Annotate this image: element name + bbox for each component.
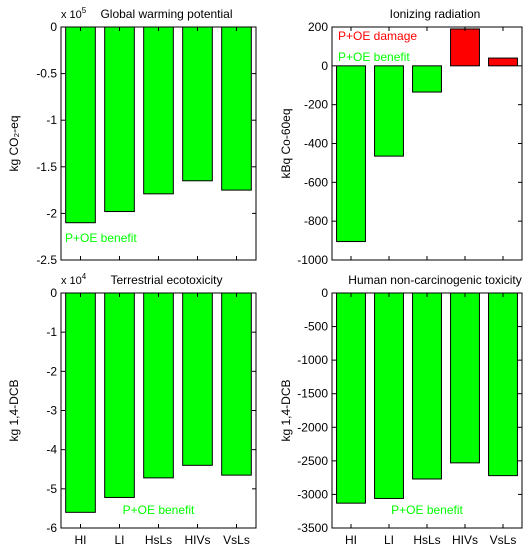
bar-vsls: [488, 292, 518, 477]
y-tick-label: -5: [46, 482, 57, 496]
chart-panel-1: 0 -0.5 -1 -1.5 -2 -2.5 Global warming potentia…: [7, 6, 257, 267]
bar-hsls: [412, 292, 442, 480]
bar-hi: [65, 26, 96, 224]
chart-panel-4: 0 -500 -1000 -1500 -2000 -2500 -3000 -3500 HI LI H…: [279, 273, 523, 547]
y-tick-label: -2500: [297, 454, 328, 468]
x-tick-label-hsls: HsLs: [413, 533, 440, 547]
x-tick-label-hivs: HIVs: [452, 533, 478, 547]
chart-title: Human non-carcinogenic toxicity: [348, 273, 521, 287]
y-axis-label: kBq Co-60eq: [279, 108, 293, 178]
x-tick-label-vsls: VsLs: [223, 533, 250, 547]
y-axis-label: kg 1,4-DCB: [7, 379, 21, 441]
y-tick-label: -6: [46, 521, 57, 535]
y-tick-label: 200: [308, 20, 328, 34]
y-tick-label: -400: [304, 137, 328, 151]
y-tick-label: -1: [46, 325, 57, 339]
axis-exponent: x 105: [61, 6, 87, 21]
y-tick-label: -2: [46, 364, 57, 378]
x-tick-label-li: LI: [384, 533, 394, 547]
bar-hivs: [450, 292, 480, 464]
y-tick-label: 0: [50, 20, 57, 34]
x-tick-label-li: LI: [114, 533, 124, 547]
y-tick-label: -1500: [297, 387, 328, 401]
annotation-label: P+OE benefit: [391, 503, 463, 517]
y-tick-label: -800: [304, 214, 328, 228]
bar-vsls: [488, 57, 518, 67]
bar-vsls: [221, 292, 252, 476]
chart-panel-3: 0 -1 -2 -3 -4 -5 -6 HI LI HsLs HIVs VsLs Terrestrial…: [7, 272, 257, 547]
bar-li: [104, 292, 135, 498]
y-axis-label: kg CO₂-eq: [7, 115, 21, 171]
axis-exponent: x 104: [61, 272, 87, 287]
y-tick-label: -1000: [297, 353, 328, 367]
annotation-label: P+OE benefit: [65, 231, 137, 245]
y-tick-label: 0: [321, 286, 328, 300]
y-tick-label: -500: [304, 320, 328, 334]
x-tick-label-hi: HI: [345, 533, 357, 547]
x-tick-label-hsls: HsLs: [145, 533, 172, 547]
bar-vsls: [221, 26, 252, 191]
y-tick-label: -0.5: [36, 67, 57, 81]
y-tick-label: -3: [46, 404, 57, 418]
y-tick-label: -200: [304, 98, 328, 112]
bar-hsls: [143, 292, 174, 479]
x-tick-label-vsls: VsLs: [490, 533, 517, 547]
chart-title: Global warming potential: [100, 7, 232, 21]
y-tick-label: 0: [50, 286, 57, 300]
y-tick-label: -1.5: [36, 160, 57, 174]
bar-li: [374, 65, 404, 157]
bar-hi: [336, 65, 366, 243]
chart-title: Ionizing radiation: [390, 7, 481, 21]
bar-li: [374, 292, 404, 499]
chart-panel-2: 200 0 -200 -400 -600 -800 -1000 Ionizing radiat…: [279, 7, 523, 267]
y-tick-label: -4: [46, 443, 57, 457]
bar-hsls: [143, 26, 174, 195]
y-tick-label: -2000: [297, 420, 328, 434]
bar-hivs: [182, 26, 213, 182]
bar-hivs: [450, 28, 480, 67]
bar-hsls: [412, 65, 442, 93]
bar-hi: [336, 292, 366, 504]
y-tick-label: -600: [304, 175, 328, 189]
y-tick-label: -2.5: [36, 253, 57, 267]
chart-title: Terrestrial ecotoxicity: [110, 273, 222, 287]
bar-li: [104, 26, 135, 213]
bar-hivs: [182, 292, 213, 466]
y-tick-label: -1000: [297, 253, 328, 267]
y-tick-label: -3500: [297, 521, 328, 535]
y-tick-label: 0: [321, 59, 328, 73]
x-tick-label-hivs: HIVs: [184, 533, 210, 547]
x-tick-label-hi: HI: [75, 533, 87, 547]
annotation-label: P+OE damage: [338, 29, 417, 43]
y-tick-label: -3000: [297, 487, 328, 501]
y-tick-label: -2: [46, 206, 57, 220]
y-axis-label: kg 1,4-DCB: [279, 379, 293, 441]
y-tick-label: -1: [46, 113, 57, 127]
annotation-label: P+OE benefit: [123, 503, 195, 517]
annotation-label: P+OE benefit: [338, 50, 410, 64]
bar-hi: [65, 292, 96, 513]
